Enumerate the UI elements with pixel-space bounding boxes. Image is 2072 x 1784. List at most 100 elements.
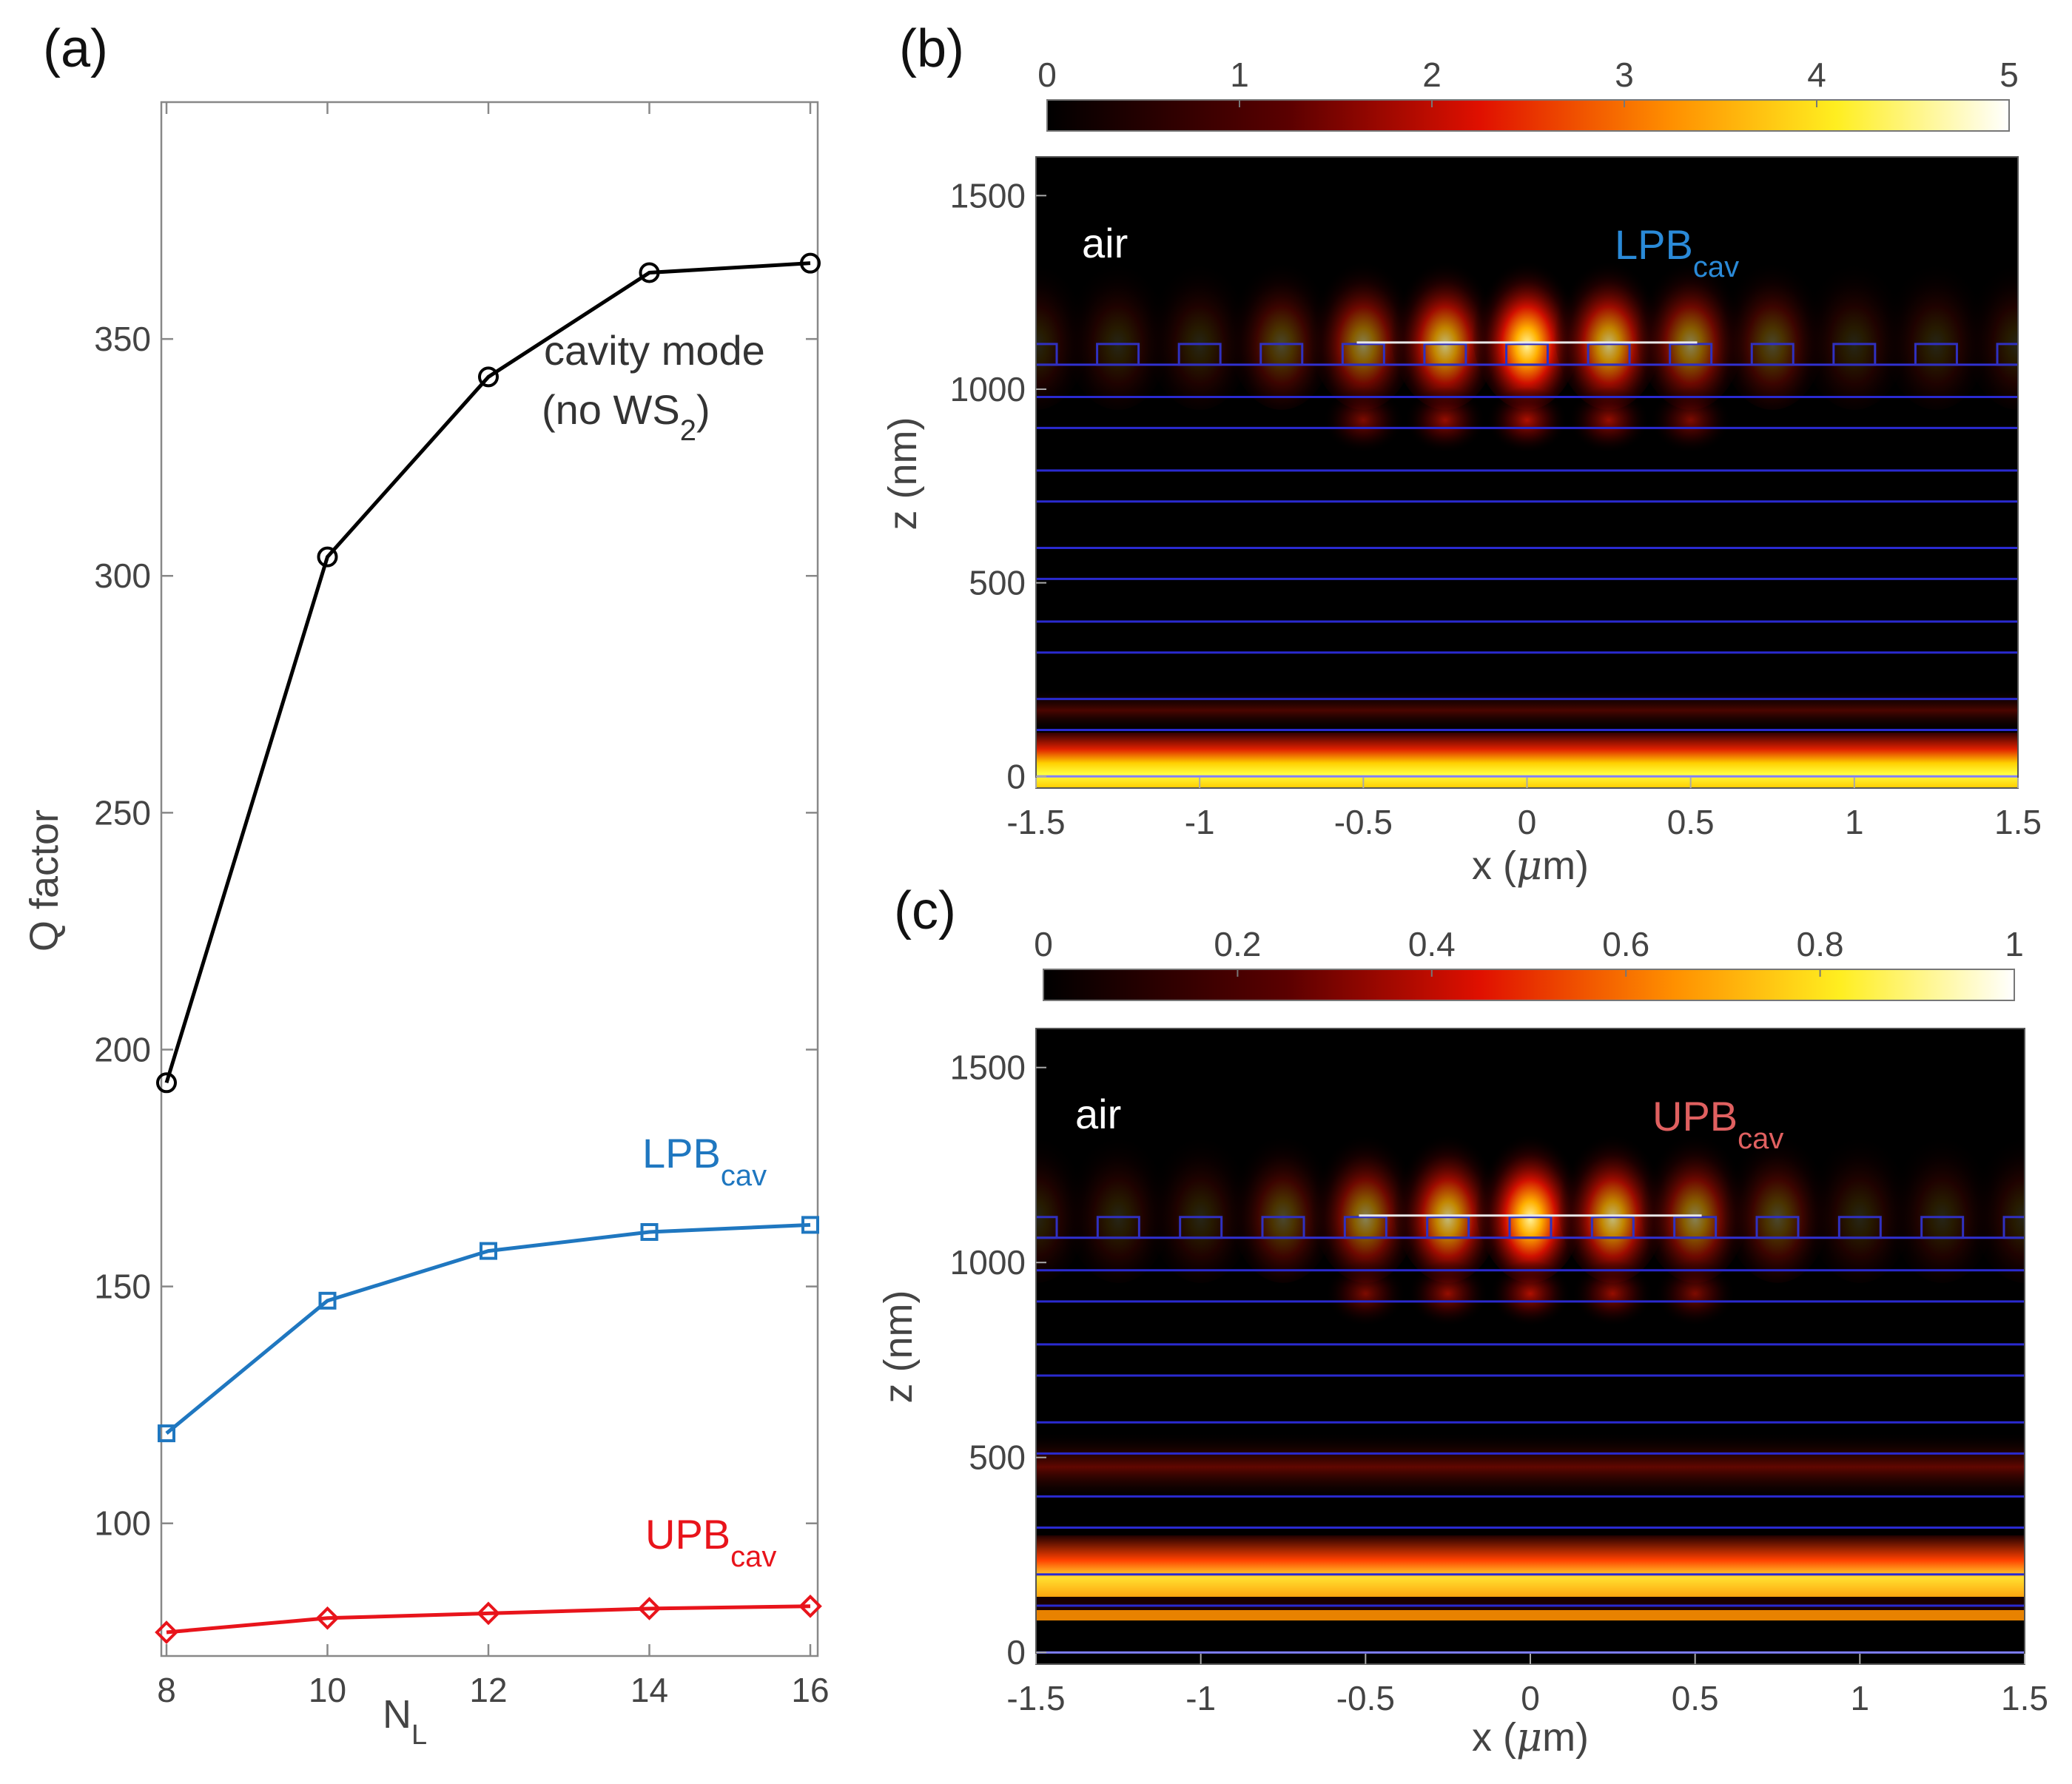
- b-colorbar-tick-label-1: 1: [1230, 55, 1249, 94]
- panel-a-y-axis-label: Q factor: [22, 809, 67, 952]
- upb-point-16: [798, 1594, 822, 1618]
- panel-c-x-axis-label-post: m): [1542, 1715, 1589, 1760]
- c-x-tick-label--1: -1: [1185, 1679, 1216, 1717]
- b-field-lobe-8: [1635, 239, 1746, 410]
- b-field-lobe-12: [1962, 239, 2018, 410]
- panel-c-heatmap: [1036, 1029, 2025, 1664]
- b-grating-tooth-5: [1423, 343, 1467, 366]
- c-y-tick-label-500: 500: [969, 1438, 1026, 1477]
- panel-b-x-axis-label-mu: μ: [1516, 842, 1542, 889]
- c-x-tick-label--1.5: -1.5: [1006, 1679, 1065, 1717]
- b-x-tick-label-1: 1: [1845, 803, 1864, 841]
- c-field-lobe-1: [1063, 1112, 1174, 1283]
- lpb-line: [165, 1222, 811, 1435]
- b-x-tick-label--1.5: -1.5: [1006, 803, 1065, 841]
- lpb-point-16: [801, 1216, 819, 1234]
- panel-c-x-axis-label-pre: x (: [1472, 1715, 1516, 1760]
- panel-c-y-ticks: 0 500 1000 1500: [950, 1048, 1046, 1672]
- b-grating-tooth-0: [1036, 343, 1058, 366]
- y-tick-label-350: 350: [94, 320, 151, 358]
- cavity-point-16: [800, 252, 821, 274]
- cavity-point-10: [317, 546, 338, 568]
- panel-b-x-axis-label-post: m): [1542, 844, 1589, 888]
- c-colorbar-tick-label-2: 0.4: [1408, 925, 1456, 963]
- panel-c-label: (c): [894, 881, 956, 940]
- c-colorbar-tick-label-5: 1: [2005, 925, 2024, 963]
- cavity-mode-label: cavity mode: [544, 327, 765, 374]
- b-grating-tooth-12: [1996, 343, 2018, 366]
- c-field-lobe-2: [1145, 1112, 1257, 1283]
- b-field-sublobe-6: [1486, 386, 1568, 454]
- cavity-point-12: [478, 366, 499, 388]
- c-x-tick-label-0.5: 0.5: [1672, 1679, 1719, 1717]
- b-y-tick-label-500: 500: [969, 564, 1026, 602]
- b-y-tick-label-0: 0: [1006, 757, 1026, 795]
- lpb-point-14: [640, 1222, 659, 1241]
- b-x-tick-label-1.5: 1.5: [1994, 803, 2042, 841]
- c-grating-tooth-12: [2002, 1216, 2025, 1239]
- x-tick-label-8: 8: [157, 1671, 176, 1709]
- panel-b-y-ticks: 0 500 1000 1500: [950, 176, 1046, 795]
- b-colorbar-tick-label-0: 0: [1037, 55, 1057, 94]
- b-field-sublobe-8: [1649, 386, 1732, 454]
- panel-a-y-ticks: 100 150 200 250 300 350: [94, 320, 818, 1543]
- c-y-tick-label-0: 0: [1006, 1633, 1026, 1672]
- b-grating-tooth-1: [1096, 343, 1140, 366]
- b-field-sublobe-7: [1568, 386, 1650, 454]
- y-tick-label-300: 300: [94, 556, 151, 595]
- c-field-sublobe-4: [1325, 1260, 1407, 1327]
- cavity-sublabel-sub: 2: [680, 414, 696, 447]
- c-x-tick-label-1: 1: [1851, 1679, 1870, 1717]
- y-tick-label-100: 100: [94, 1504, 151, 1543]
- b-colorbar-tick-label-4: 4: [1807, 55, 1826, 94]
- b-colorbar-tick-label-5: 5: [1999, 55, 2019, 94]
- b-x-tick-label--1: -1: [1185, 803, 1215, 841]
- panel-a-x-ticks: 8 10 12 14 16: [157, 102, 830, 1709]
- c-field-lobe-5: [1392, 1112, 1504, 1283]
- c-field-lobe-11: [1886, 1112, 1998, 1283]
- cavity-point-14: [639, 262, 660, 283]
- c-x-tick-label-0: 0: [1521, 1679, 1540, 1717]
- lpb-point-8: [158, 1424, 175, 1443]
- c-field-lobe-8: [1639, 1112, 1751, 1283]
- x-tick-label-12: 12: [469, 1671, 507, 1709]
- b-x-tick-label-0.5: 0.5: [1667, 803, 1715, 841]
- x-tick-label-14: 14: [630, 1671, 668, 1709]
- c-colorbar-tick-label-0: 0: [1034, 925, 1053, 963]
- c-field-lobe-3: [1228, 1112, 1339, 1283]
- c-field-sublobe-5: [1407, 1260, 1489, 1327]
- b-x-tick-label-0: 0: [1518, 803, 1537, 841]
- b-field-lobe-11: [1880, 239, 1992, 410]
- panel-b-heatmap: [1036, 157, 2018, 788]
- panel-b-air-label: air: [1082, 220, 1128, 266]
- panel-a-x-axis-label-sub: L: [411, 1720, 427, 1751]
- b-field-sublobe-4: [1322, 386, 1405, 454]
- panel-b-label: (b): [899, 19, 964, 78]
- b-field-lobe-2: [1144, 239, 1256, 410]
- lpb-label-sub: cav: [721, 1159, 767, 1192]
- b-colorbar-tick-label-2: 2: [1422, 55, 1442, 94]
- upb-point-12: [477, 1601, 500, 1626]
- panel-c-colorbar: [1043, 969, 2015, 1001]
- c-grating-tooth-10: [1837, 1216, 1882, 1239]
- cavity-mode-sublabel: (no WS2): [542, 386, 710, 447]
- cavity-sublabel-pre: (no WS: [542, 386, 680, 433]
- panel-c-colorbar-ticks: 0 0.2 0.4 0.6 0.8 1: [1034, 925, 2024, 977]
- b-grating-tooth-3: [1259, 343, 1304, 366]
- c-x-tick-label--0.5: -0.5: [1336, 1679, 1395, 1717]
- c-grating-tooth-2: [1179, 1216, 1223, 1239]
- upb-line: [166, 1604, 811, 1635]
- panel-a-label: (a): [43, 19, 108, 78]
- b-grating-tooth-7: [1587, 343, 1631, 366]
- lpb-label-main: LPB: [642, 1130, 721, 1177]
- upb-label-sub: cav: [730, 1541, 776, 1573]
- b-grating-tooth-8: [1669, 343, 1713, 366]
- panel-c-mode-label: UPBcav: [1652, 1093, 1783, 1155]
- c-grating-tooth-1: [1096, 1216, 1140, 1239]
- upb-point-10: [315, 1606, 340, 1630]
- panel-b-mode-label-sub: cav: [1693, 251, 1739, 283]
- panel-b-colorbar: [1046, 99, 2010, 132]
- panel-a-x-axis-label-main: N: [383, 1692, 411, 1737]
- c-grating-tooth-0: [1036, 1216, 1058, 1239]
